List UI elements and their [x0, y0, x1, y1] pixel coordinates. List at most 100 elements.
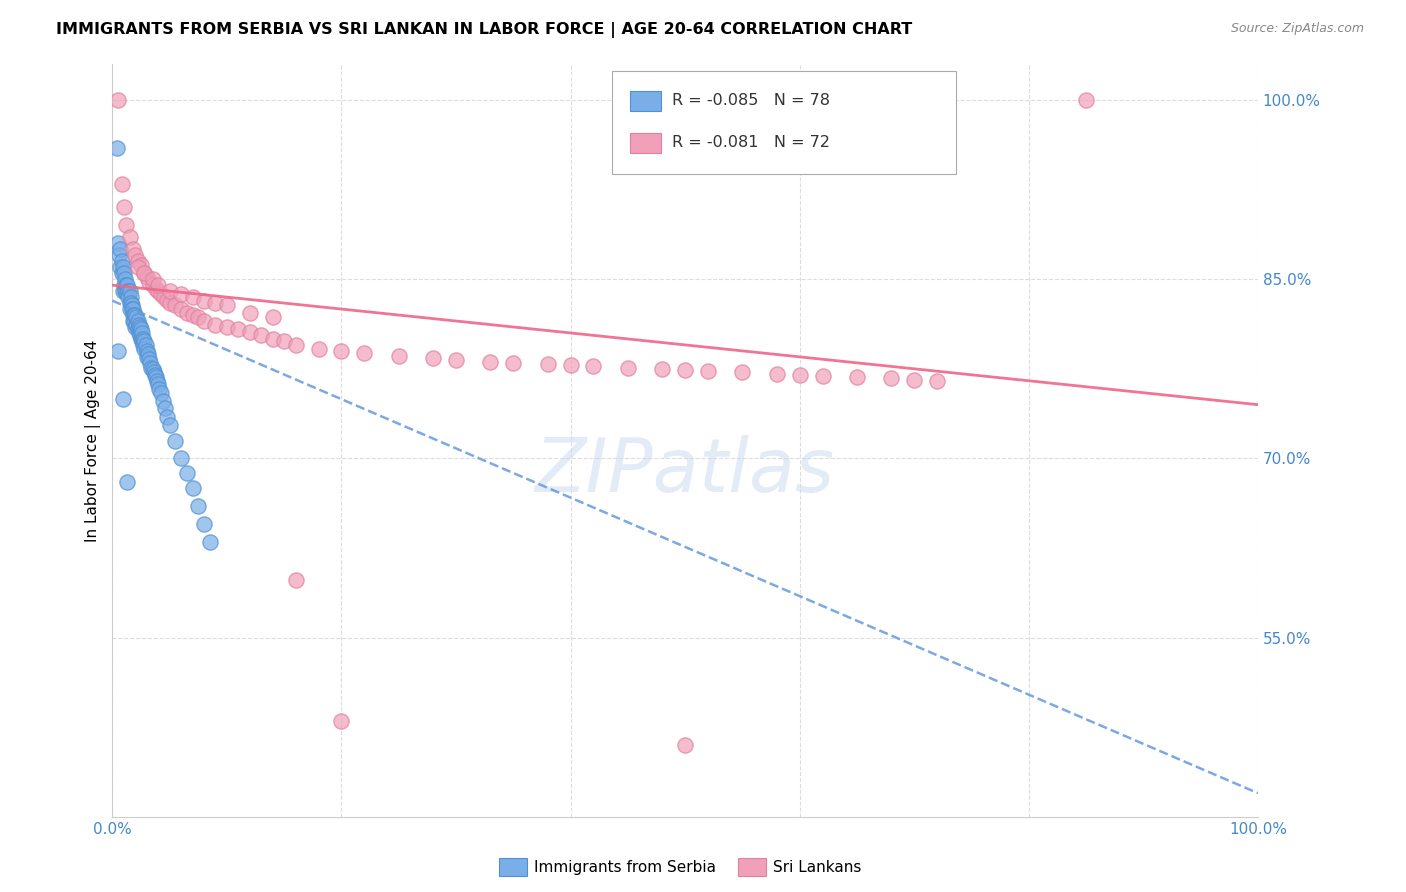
Point	[165, 434, 187, 448]
Text: R = -0.081   N = 72: R = -0.081 N = 72	[672, 136, 830, 150]
Y-axis label: In Labor Force | Age 20-64: In Labor Force | Age 20-64	[86, 339, 101, 541]
Point	[138, 352, 160, 367]
Point	[145, 282, 167, 296]
Point	[880, 371, 903, 385]
Point	[153, 401, 176, 416]
Point	[122, 314, 145, 328]
Point	[262, 332, 284, 346]
Point	[111, 392, 134, 406]
Point	[156, 409, 179, 424]
Point	[115, 278, 138, 293]
Point	[181, 308, 204, 322]
Point	[193, 314, 215, 328]
Point	[148, 284, 170, 298]
Point	[135, 338, 157, 352]
Point	[117, 290, 139, 304]
Point	[121, 301, 143, 316]
Point	[187, 500, 209, 514]
Point	[117, 475, 139, 490]
Point	[129, 258, 152, 272]
Point	[139, 356, 162, 370]
Point	[118, 301, 141, 316]
Point	[136, 347, 159, 361]
Point	[132, 338, 155, 352]
Point	[149, 385, 172, 400]
Point	[731, 365, 754, 379]
Point	[142, 365, 165, 379]
Point	[187, 310, 209, 325]
Point	[215, 298, 238, 312]
Point	[111, 260, 134, 275]
Point	[159, 284, 181, 298]
Point	[114, 284, 136, 298]
Point	[239, 306, 262, 320]
Point	[128, 326, 150, 340]
Point	[228, 322, 250, 336]
Point	[811, 369, 834, 384]
Point	[110, 266, 132, 280]
Point	[176, 466, 198, 480]
Point	[159, 296, 181, 310]
Point	[789, 368, 811, 382]
Point	[353, 346, 375, 360]
Point	[165, 298, 187, 312]
Point	[134, 266, 156, 280]
Point	[129, 322, 152, 336]
Point	[129, 328, 152, 343]
Point	[135, 350, 157, 364]
Point	[115, 284, 138, 298]
Point	[107, 236, 129, 251]
Point	[141, 360, 163, 375]
Point	[148, 278, 170, 293]
Point	[284, 338, 307, 352]
Point	[262, 310, 284, 325]
Point	[193, 517, 215, 532]
Point	[112, 201, 135, 215]
Point	[673, 363, 696, 377]
Point	[120, 290, 142, 304]
Point	[110, 177, 132, 191]
Point	[141, 361, 163, 376]
Point	[148, 382, 170, 396]
Point	[422, 351, 444, 365]
Point	[129, 320, 152, 334]
Point	[170, 301, 193, 316]
Text: Source: ZipAtlas.com: Source: ZipAtlas.com	[1230, 22, 1364, 36]
Point	[444, 353, 467, 368]
Point	[204, 296, 226, 310]
Point	[153, 290, 176, 304]
Point	[122, 301, 145, 316]
Point	[170, 286, 193, 301]
Point	[135, 269, 157, 284]
Point	[107, 343, 129, 358]
Point	[388, 349, 411, 363]
Point	[110, 260, 132, 275]
Point	[204, 318, 226, 332]
Point	[117, 286, 139, 301]
Point	[198, 535, 221, 549]
Point	[673, 739, 696, 753]
Point	[146, 374, 169, 388]
Point	[118, 296, 141, 310]
Point	[617, 360, 640, 375]
Point	[1074, 93, 1097, 107]
Point	[115, 219, 138, 233]
Point	[124, 248, 146, 262]
Point	[118, 230, 141, 244]
Point	[330, 343, 353, 358]
Point	[125, 318, 148, 332]
Point	[176, 306, 198, 320]
Point	[138, 275, 160, 289]
Point	[135, 343, 157, 358]
Point	[127, 322, 149, 336]
Point	[105, 141, 128, 155]
Point	[845, 370, 868, 384]
Text: Immigrants from Serbia: Immigrants from Serbia	[534, 860, 716, 874]
Point	[181, 290, 204, 304]
Point	[131, 334, 153, 349]
Point	[582, 359, 605, 374]
Point	[156, 293, 179, 307]
Point	[117, 284, 139, 298]
Point	[479, 354, 502, 368]
Point	[651, 361, 673, 376]
